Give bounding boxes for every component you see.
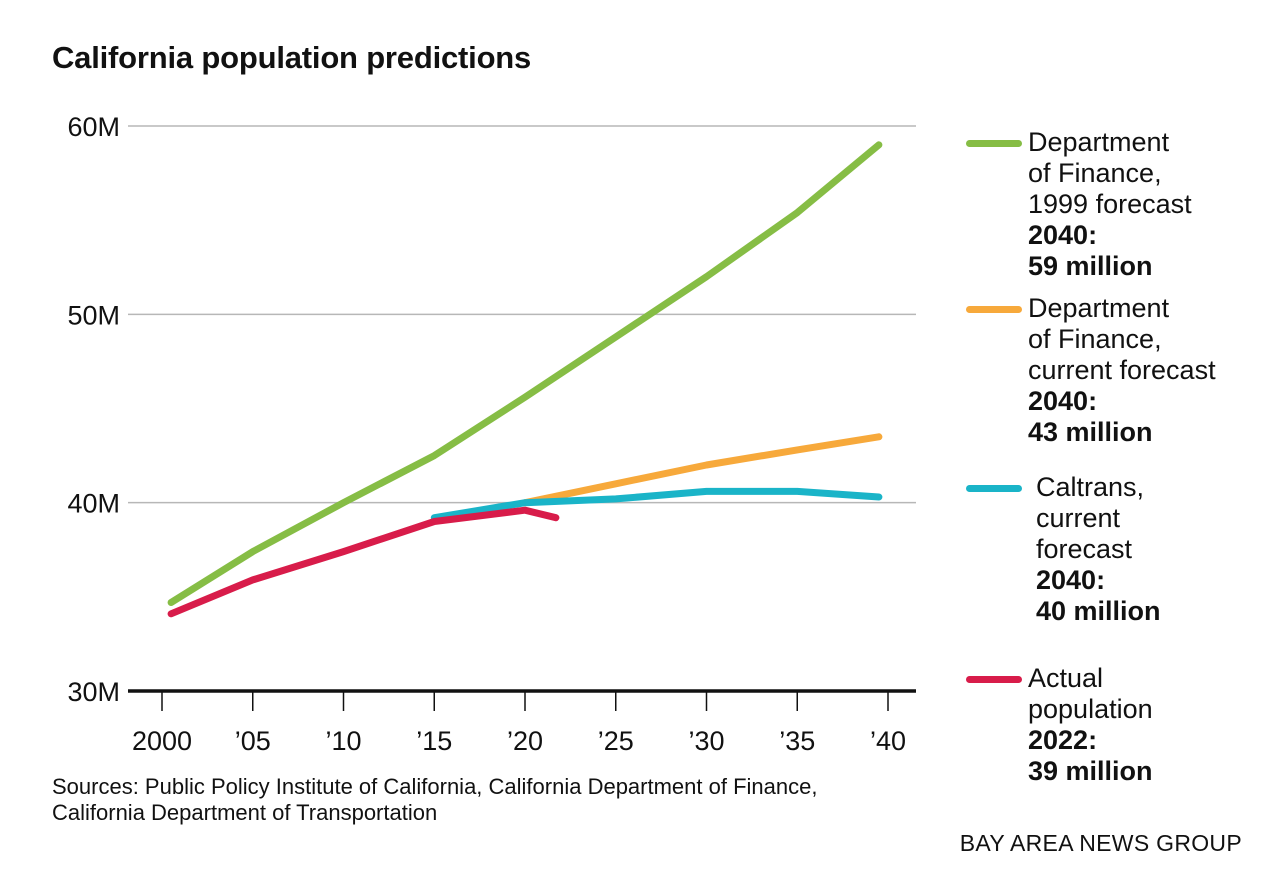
series-line-caltrans [430,487,883,522]
x-tick-label: ’30 [688,726,724,756]
y-tick-label: 40M [67,489,120,519]
legend-label-line: forecast [1036,534,1133,564]
y-tick-label: 60M [67,112,120,142]
chart-title: California population predictions [52,40,532,75]
legend-label-line: Actual [1028,663,1104,693]
legend-value-line: 43 million [1028,417,1153,447]
series-line-actual [167,506,560,618]
sources-note: Sources: Public Policy Institute of Cali… [52,774,817,826]
series-line-dof-1999 [167,141,883,606]
x-tick-label: 2000 [132,726,192,756]
y-axis-labels: 30M 40M 50M 60M [67,112,120,707]
y-tick-label: 50M [67,300,120,330]
legend-swatch-dof-1999 [966,140,1022,147]
legend-label-line: Caltrans, [1036,472,1145,502]
legend-label-line: of Finance, [1028,324,1162,354]
legend-label-line: Department [1028,127,1170,157]
legend-value-line: 39 million [1028,756,1153,786]
x-tick-label: ’05 [235,726,271,756]
legend-swatch-caltrans [966,485,1022,492]
legend-item-dof-1999: Department of Finance, 1999 forecast 204… [966,127,1266,287]
legend-item-actual: Actual population 2022: 39 million [966,663,1266,793]
x-tick-label: ’10 [325,726,361,756]
x-tick-label: ’40 [870,726,906,756]
x-tick-label: ’15 [416,726,452,756]
gridlines [128,125,916,504]
legend-value-line: 59 million [1028,251,1153,281]
x-tick-label: ’35 [779,726,815,756]
legend-label-line: current [1036,503,1121,533]
sources-line-2: California Department of Transportation [52,800,438,825]
legend-label-line: Department [1028,293,1170,323]
legend-label-line: population [1028,694,1153,724]
legend-label-line: of Finance, [1028,158,1162,188]
legend-value-line: 2040: [1028,386,1098,416]
legend-value-line: 2022: [1028,725,1098,755]
series-line-dof-current [521,433,883,507]
legend-swatch-actual [966,676,1022,683]
legend-label-line: current forecast [1028,355,1216,385]
legend-item-dof-current: Department of Finance, current forecast … [966,293,1266,453]
x-axis-labels: 2000 ’05 ’10 ’15 ’20 ’25 ’30 ’35 ’40 [132,726,906,756]
legend-swatch-dof-current [966,306,1022,313]
y-tick-label: 30M [67,677,120,707]
legend-label-line: 1999 forecast [1028,189,1192,219]
legend-item-caltrans: Caltrans, current forecast 2040: 40 mill… [966,472,1266,632]
x-axis [128,689,916,711]
legend-value-line: 40 million [1036,596,1161,626]
credit-line: BAY AREA NEWS GROUP [959,830,1242,856]
x-tick-label: ’20 [507,726,543,756]
x-tick-label: ’25 [598,726,634,756]
sources-line-1: Sources: Public Policy Institute of Cali… [52,774,818,799]
legend-value-line: 2040: [1028,220,1098,250]
series-lines [167,141,883,618]
legend-value-line: 2040: [1036,565,1106,595]
